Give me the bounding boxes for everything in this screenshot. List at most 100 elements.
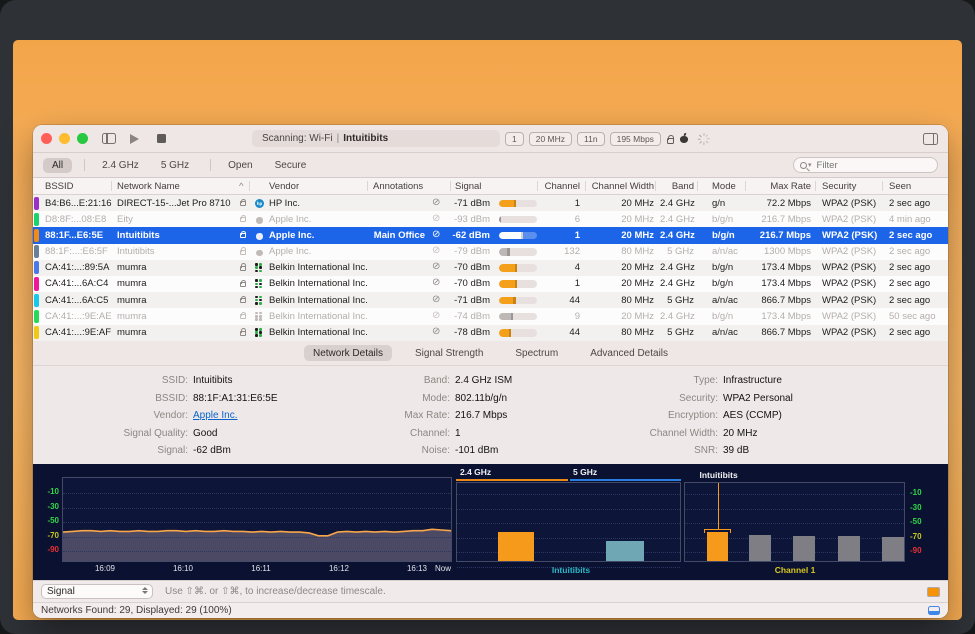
table-row[interactable]: CA:41:...:89:5AmumraBelkin International… xyxy=(33,260,948,276)
channel-width-cell: 20 MHz xyxy=(586,262,654,273)
filter-segment-5-ghz[interactable]: 5 GHz xyxy=(152,158,198,173)
bssid-cell: CA:41:...:9E:AE xyxy=(45,311,112,322)
sidebar-toggle-button[interactable] xyxy=(102,133,116,144)
column-header[interactable]: Annotations xyxy=(373,181,423,192)
start-scan-button[interactable] xyxy=(130,134,139,144)
lock-icon xyxy=(240,201,246,206)
column-header[interactable]: Mode xyxy=(712,181,736,192)
minimize-window-button[interactable] xyxy=(59,133,70,144)
filter-segment-all[interactable]: All xyxy=(43,158,72,173)
network-name-cell: Intuitibits xyxy=(117,230,237,241)
table-row[interactable]: 88:1F:...:E6:5FIntuitibitsApple Inc.⊘-79… xyxy=(33,244,948,260)
column-divider xyxy=(815,181,816,191)
tab-network-details[interactable]: Network Details xyxy=(304,345,392,361)
channel-cell: 44 xyxy=(538,327,580,338)
metric-select[interactable]: Signal xyxy=(41,584,153,599)
detail-row: SSID: Intuitibits xyxy=(73,375,278,393)
annotation-menu-icon: ⊘ xyxy=(432,245,440,256)
y-axis-tick: -70 xyxy=(910,532,932,541)
max-rate-cell: 866.7 Mbps xyxy=(749,295,811,306)
tab-spectrum[interactable]: Spectrum xyxy=(506,345,567,361)
column-header[interactable]: Band xyxy=(660,181,694,192)
table-row[interactable]: B4:B6...E:21:16DIRECT-15-...Jet Pro 8710… xyxy=(33,195,948,211)
vendor-link[interactable]: Apple Inc. xyxy=(193,410,237,428)
vendor-cell: Apple Inc. xyxy=(269,214,409,225)
vendor-cell: Belkin International Inc. xyxy=(269,262,409,273)
channel-cell: 6 xyxy=(538,214,580,225)
column-header[interactable]: Vendor xyxy=(269,181,299,192)
band-cell: 5 GHz xyxy=(660,246,694,257)
signal-cell: -71 dBm xyxy=(442,198,490,209)
band-cell: 2.4 GHz xyxy=(660,214,694,225)
signal-cell: -62 dBm xyxy=(442,230,490,241)
table-row[interactable]: CA:41:...:9E:AEmumraBelkin International… xyxy=(33,308,948,324)
detail-row: Band:2.4 GHz ISM xyxy=(355,375,512,393)
column-header[interactable]: Network Name xyxy=(117,181,180,192)
filter-segment-2-4-ghz[interactable]: 2.4 GHz xyxy=(93,158,148,173)
vendor-cell: Apple Inc. xyxy=(269,246,409,257)
column-divider xyxy=(537,181,538,191)
status-badge: 195 Mbps xyxy=(610,132,661,146)
annotation-cell: Main Office xyxy=(333,230,425,241)
band-underline-5ghz xyxy=(570,479,681,481)
table-row[interactable]: 88:1F...E6:5EIntuitibitsApple Inc.Main O… xyxy=(33,227,948,243)
detail-label: SSID: xyxy=(73,375,188,393)
right-panel-toggle-button[interactable] xyxy=(923,133,938,145)
signal-strength-fill xyxy=(499,232,523,240)
annotation-menu-icon: ⊘ xyxy=(432,261,440,272)
y-axis-tick: -10 xyxy=(910,488,932,497)
network-details-pane: SSID:IntuitibitsBSSID:88:1F:A1:31:E6:5EV… xyxy=(33,366,948,464)
detail-label: Type: xyxy=(613,375,718,393)
column-header[interactable]: Signal xyxy=(455,181,481,192)
signal-strength-fill xyxy=(499,280,517,288)
band-overview-plot xyxy=(456,482,681,562)
table-row[interactable]: D8:8F:...08:E8EityApple Inc.⊘-93 dBm620 … xyxy=(33,211,948,227)
table-row[interactable]: CA:41:...:9E:AFmumraBelkin International… xyxy=(33,325,948,341)
column-header[interactable]: Max Rate xyxy=(749,181,811,192)
stop-scan-button[interactable] xyxy=(157,134,166,143)
sidebar-icon xyxy=(102,133,116,144)
filter-segment-open[interactable]: Open xyxy=(219,158,261,173)
zoom-window-button[interactable] xyxy=(77,133,88,144)
table-row[interactable]: CA:41:...6A:C4mumraBelkin International … xyxy=(33,276,948,292)
tab-advanced-details[interactable]: Advanced Details xyxy=(581,345,677,361)
signal-cell: -70 dBm xyxy=(442,278,490,289)
details-panel-toggle-button[interactable] xyxy=(928,606,940,615)
gridline xyxy=(63,493,451,494)
column-divider xyxy=(367,181,368,191)
mode-cell: a/n/ac xyxy=(712,295,738,306)
filter-search-field[interactable]: ▾ xyxy=(793,157,938,173)
table-row[interactable]: CA:41:...6A:C5mumraBelkin International … xyxy=(33,292,948,308)
tab-signal-strength[interactable]: Signal Strength xyxy=(406,345,492,361)
column-header[interactable]: BSSID xyxy=(45,181,74,192)
bssid-cell: CA:41:...:9E:AF xyxy=(45,327,111,338)
column-header[interactable]: Seen xyxy=(889,181,911,192)
close-window-button[interactable] xyxy=(41,133,52,144)
channel-network-bar xyxy=(882,537,904,561)
detail-value: Intuitibits xyxy=(193,375,232,393)
network-color-bar xyxy=(34,294,39,307)
column-header[interactable]: ^ xyxy=(239,181,243,192)
play-icon xyxy=(130,134,139,144)
gridline xyxy=(457,523,680,524)
apple-network-indicator xyxy=(680,133,690,144)
detail-row: Noise:-101 dBm xyxy=(355,445,512,463)
column-header[interactable]: Security xyxy=(822,181,856,192)
band-filter-segments: All 2.4 GHz 5 GHz Open Secure xyxy=(43,158,319,173)
selected-network-color-swatch[interactable] xyxy=(927,587,940,597)
filter-input[interactable] xyxy=(817,160,917,171)
connection-badges: 120 MHz11n195 Mbps xyxy=(500,132,661,146)
security-cell: WPA2 (PSK) xyxy=(822,327,876,338)
column-divider xyxy=(585,181,586,191)
detail-label: Signal Quality: xyxy=(73,428,188,446)
seen-cell: 2 sec ago xyxy=(889,230,932,241)
bssid-cell: B4:B6...E:21:16 xyxy=(45,198,112,209)
signal-cell: -70 dBm xyxy=(442,262,490,273)
channel-cell: 9 xyxy=(538,311,580,322)
segment-divider xyxy=(210,159,211,171)
seen-cell: 4 min ago xyxy=(889,214,931,225)
column-header[interactable]: Channel Width xyxy=(586,181,654,192)
detail-value: 88:1F:A1:31:E6:5E xyxy=(193,393,278,411)
filter-segment-secure[interactable]: Secure xyxy=(266,158,316,173)
column-header[interactable]: Channel xyxy=(538,181,580,192)
